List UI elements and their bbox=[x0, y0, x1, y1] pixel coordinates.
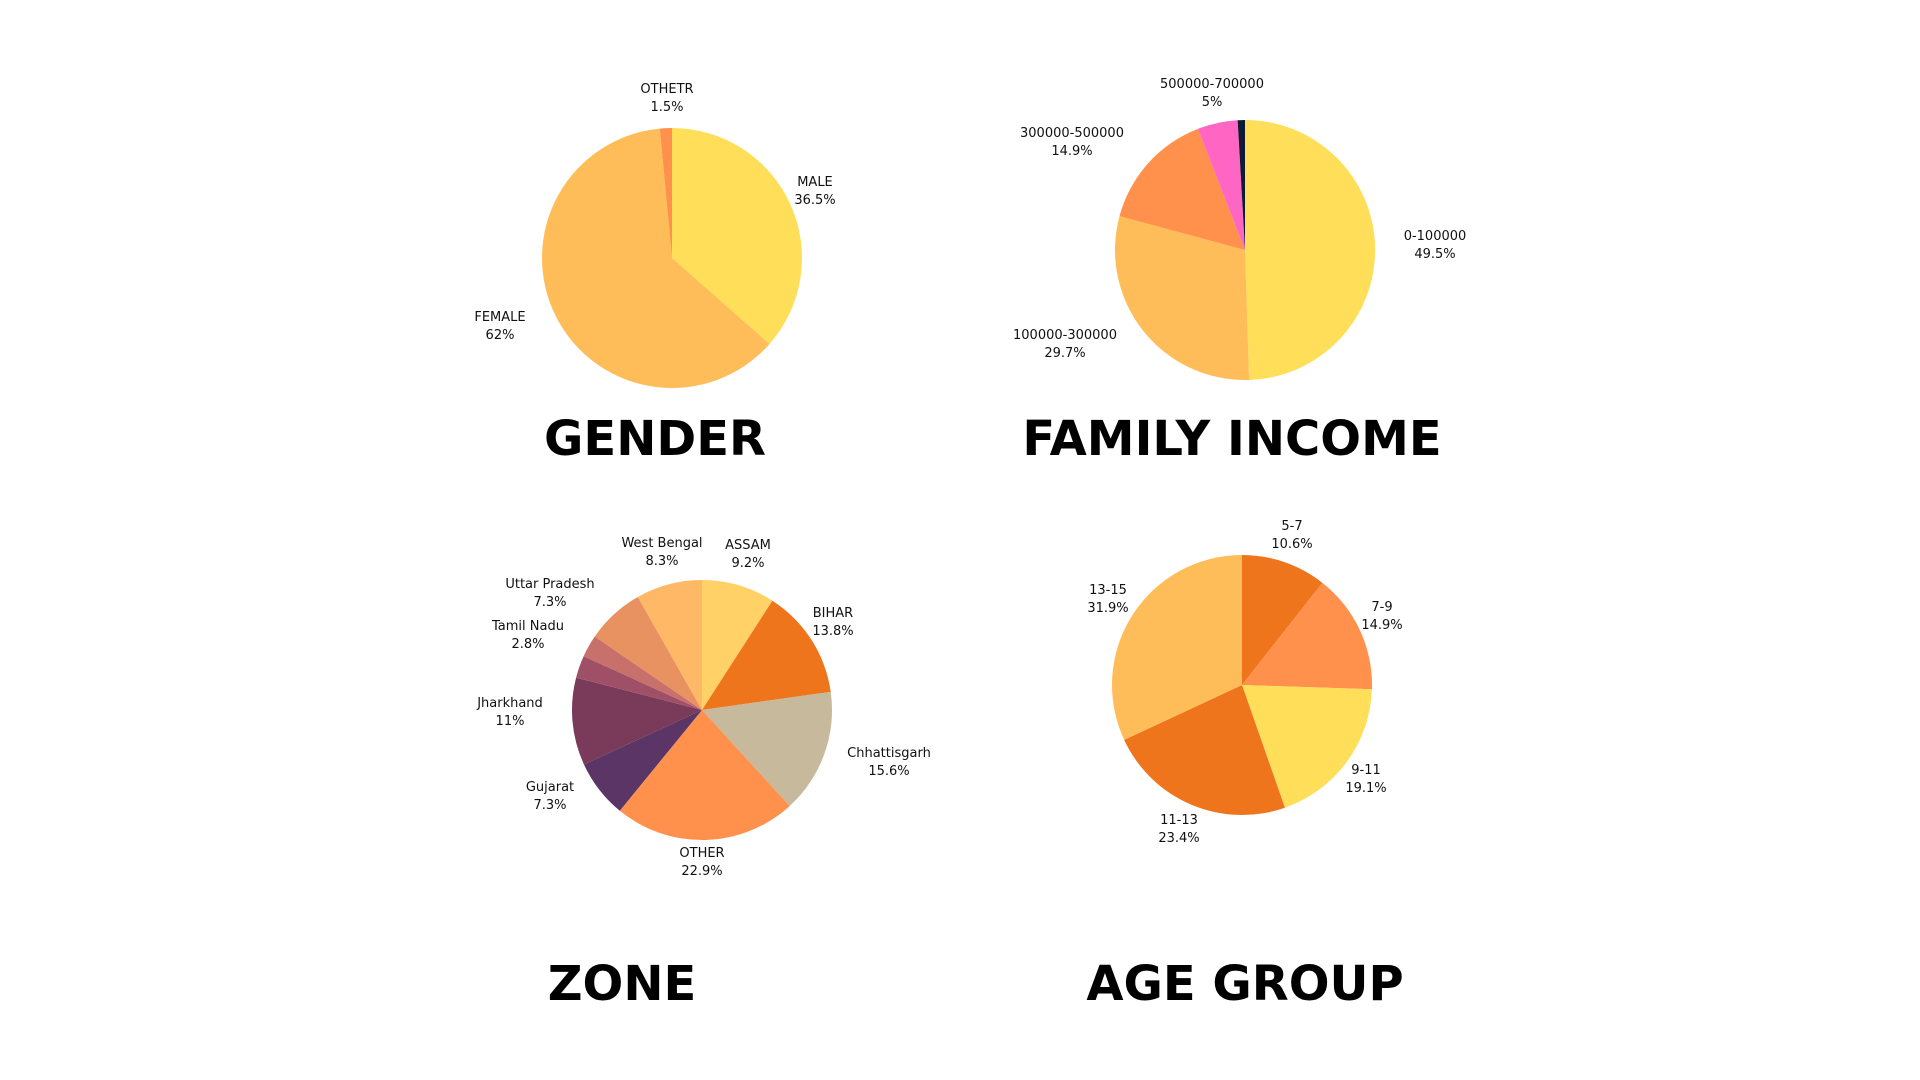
pie-chart-2: ASSAM 9.2% BIHAR 13.8% Chhattisgarh 15.6% OTHE… bbox=[476, 536, 931, 1012]
slice-label-0-1: FEMALE 62% bbox=[474, 310, 525, 343]
slice-label-2-2: Chhattisgarh 15.6% bbox=[847, 746, 931, 779]
pie-slice-2-7 bbox=[583, 636, 702, 710]
slice-label-3-2: 9-11 19.1% bbox=[1345, 763, 1386, 796]
pie-slice-0-0 bbox=[672, 128, 802, 344]
pie-slice-0-1 bbox=[541, 128, 770, 389]
pie-slice-3-4 bbox=[1112, 555, 1242, 740]
slice-label-3-0: 5-7 10.6% bbox=[1271, 519, 1312, 552]
pie-slice-2-6 bbox=[576, 656, 702, 710]
pie-slice-1-4 bbox=[1237, 120, 1245, 250]
slice-label-2-3: OTHER 22.9% bbox=[679, 846, 724, 879]
pie-slice-0-2 bbox=[659, 128, 672, 258]
pie-slice-2-0 bbox=[702, 580, 773, 710]
slice-label-2-1: BIHAR 13.8% bbox=[812, 606, 853, 639]
pie-slice-1-0 bbox=[1245, 119, 1376, 380]
pie-slice-1-1 bbox=[1114, 216, 1250, 381]
slice-label-0-0: MALE 36.5% bbox=[794, 175, 835, 208]
pie-chart-0: MALE 36.5% FEMALE 62% OTHETR 1.5% GENDER bbox=[474, 82, 835, 467]
chart-title-1: FAMILY INCOME bbox=[1022, 411, 1441, 467]
slice-label-2-9: West Bengal 8.3% bbox=[621, 536, 702, 569]
slice-label-0-2: OTHETR 1.5% bbox=[640, 82, 693, 115]
slice-label-2-5: Jharkhand 11% bbox=[476, 696, 543, 729]
pie-slice-1-3 bbox=[1197, 120, 1245, 251]
slice-label-3-3: 11-13 23.4% bbox=[1158, 813, 1199, 846]
pie-slice-2-4 bbox=[583, 710, 702, 811]
chart-title-3: AGE GROUP bbox=[1086, 956, 1403, 1012]
pie-slice-1-2 bbox=[1119, 128, 1245, 250]
chart-title-0: GENDER bbox=[544, 411, 766, 467]
slice-label-1-1: 100000-300000 29.7% bbox=[1013, 328, 1117, 361]
pie-slice-3-3 bbox=[1124, 685, 1285, 815]
slice-label-1-0: 0-100000 49.5% bbox=[1404, 229, 1467, 262]
pie-slice-2-5 bbox=[571, 677, 702, 765]
slice-label-2-8: Uttar Pradesh 7.3% bbox=[505, 577, 594, 610]
slice-label-2-6: Tamil Nadu 2.8% bbox=[491, 619, 564, 652]
pie-chart-3: 5-7 10.6% 7-9 14.9% 9-11 19.1% 11-13 23.4% 13-15… bbox=[1086, 519, 1403, 1012]
pie-slice-2-9 bbox=[637, 580, 702, 710]
slice-label-1-2: 300000-500000 14.9% bbox=[1020, 126, 1124, 159]
pie-slice-3-0 bbox=[1242, 555, 1323, 685]
slice-label-3-1: 7-9 14.9% bbox=[1361, 600, 1402, 633]
slice-label-1-3: 500000-700000 5% bbox=[1160, 77, 1264, 110]
chart-title-2: ZONE bbox=[548, 956, 697, 1012]
pie-slice-3-2 bbox=[1242, 685, 1372, 808]
slice-label-2-4: Gujarat 7.3% bbox=[526, 780, 574, 813]
slice-label-2-0: ASSAM 9.2% bbox=[725, 538, 771, 571]
pie-slice-2-2 bbox=[702, 691, 833, 806]
pie-slice-3-1 bbox=[1242, 582, 1373, 690]
slice-label-3-4: 13-15 31.9% bbox=[1087, 583, 1128, 616]
pie-slice-2-1 bbox=[702, 600, 831, 710]
pie-slice-2-3 bbox=[619, 710, 790, 840]
pie-chart-1: 0-100000 49.5% 100000-300000 29.7% 300000-50… bbox=[1013, 77, 1466, 467]
pie-slice-2-8 bbox=[594, 596, 702, 710]
